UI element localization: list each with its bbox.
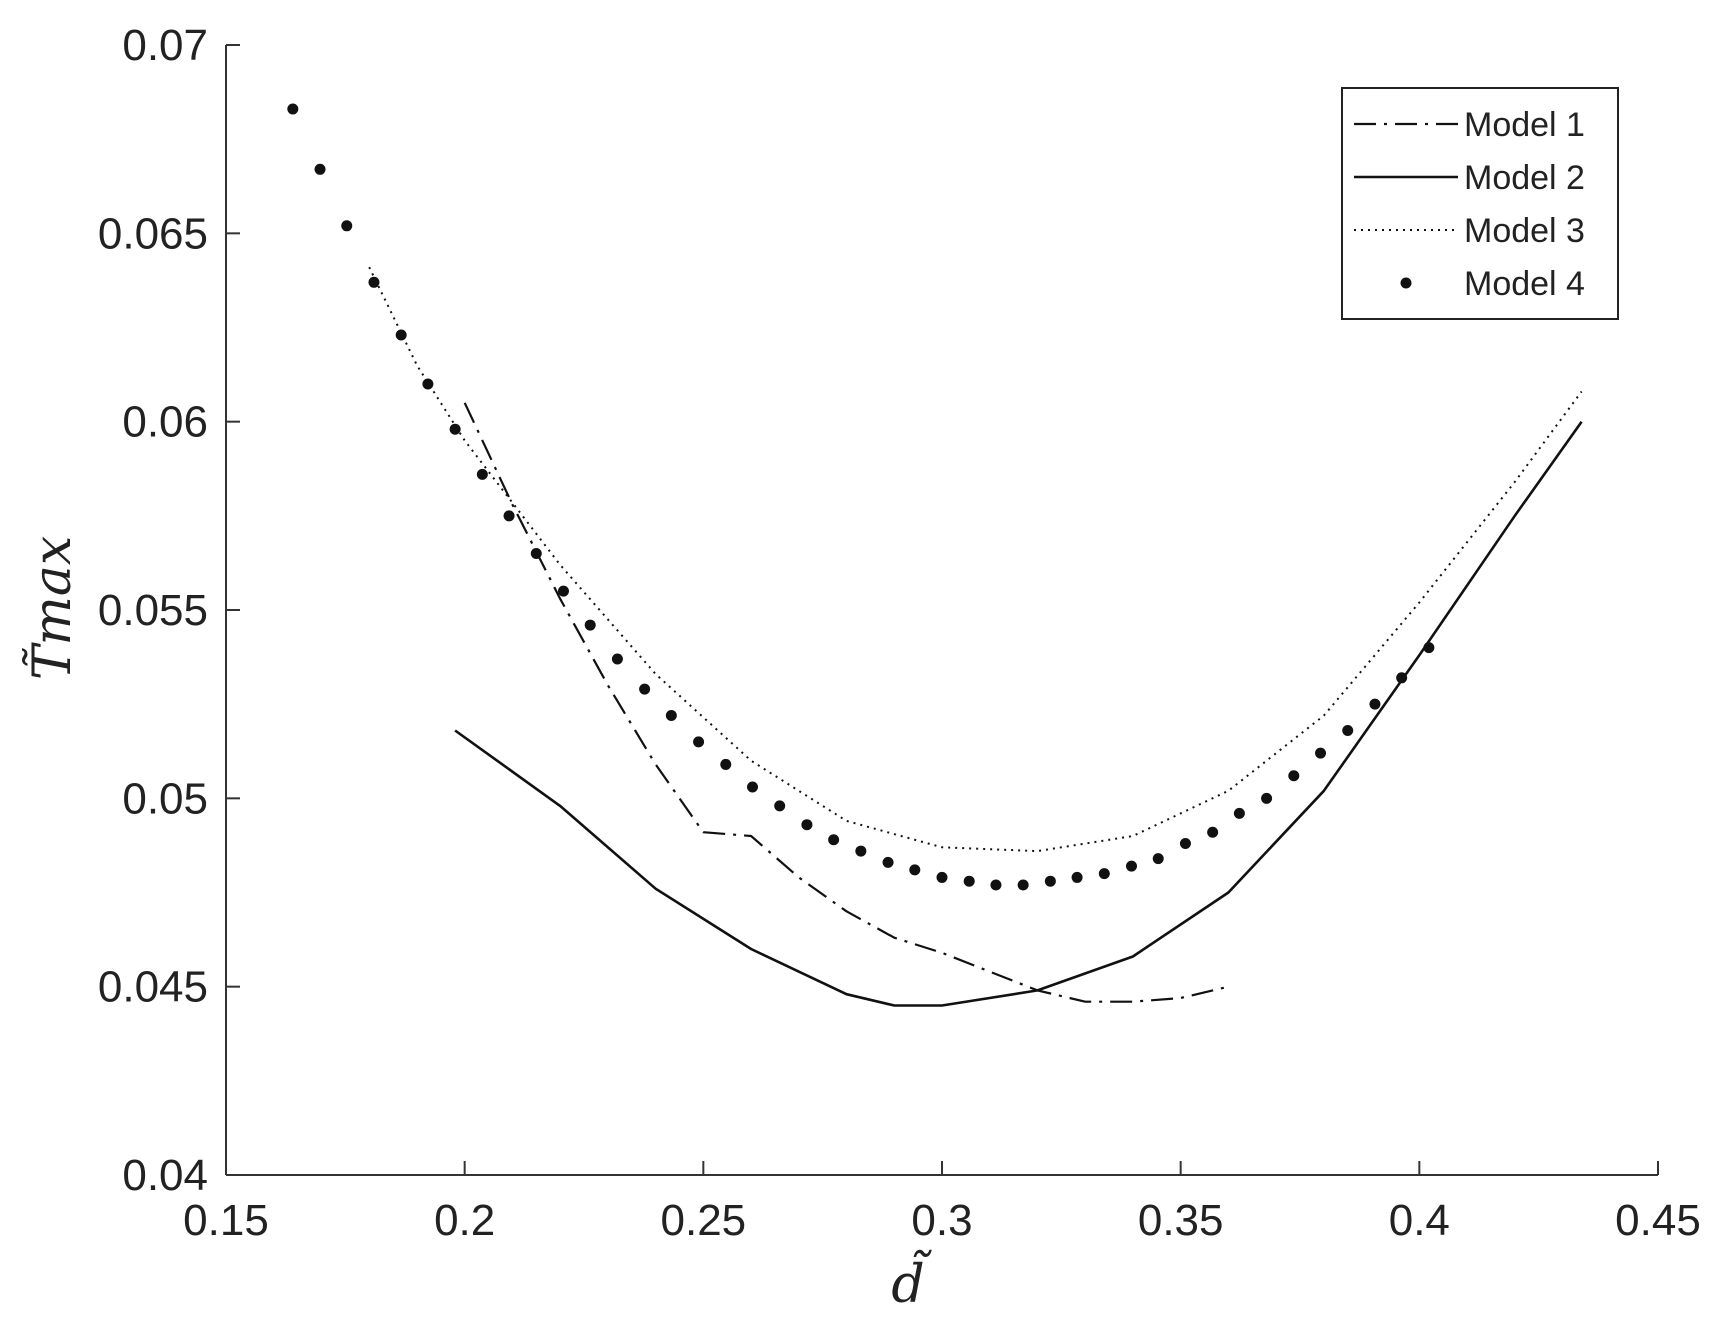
x-tick-label: 0.45 xyxy=(1615,1196,1701,1245)
series-4-marker xyxy=(1071,871,1083,883)
x-tick-label: 0.2 xyxy=(434,1196,495,1245)
y-tick-label: 0.045 xyxy=(98,963,208,1012)
x-tick-label: 0.3 xyxy=(911,1196,972,1245)
series-4-marker xyxy=(746,781,758,793)
x-tick-label: 0.15 xyxy=(183,1196,269,1245)
legend-label: Model 3 xyxy=(1464,212,1585,250)
series-4-marker xyxy=(774,800,786,812)
legend-label: Model 2 xyxy=(1464,159,1585,197)
series-4-marker xyxy=(1396,672,1408,684)
series-4-marker xyxy=(503,510,515,522)
series-4-marker xyxy=(855,845,867,857)
y-axis-ticks: 0.04 0.045 0.05 0.055 0.06 0.065 0.07 xyxy=(98,21,240,1200)
series-4-marker xyxy=(1288,770,1300,782)
series-1-line xyxy=(463,402,1229,1003)
series-4-marker xyxy=(368,276,380,288)
series-4-marker xyxy=(557,585,569,597)
y-tick-label: 0.04 xyxy=(122,1151,208,1200)
y-tick-label: 0.065 xyxy=(98,209,208,258)
series-4-marker xyxy=(611,653,623,665)
series-4-marker xyxy=(963,875,975,887)
series-4-marker xyxy=(693,736,705,748)
series-4-marker xyxy=(1017,879,1029,891)
series-4-marker xyxy=(936,871,948,883)
series-4-marker xyxy=(287,103,299,115)
series-4-marker xyxy=(1126,860,1138,872)
series-4-marker xyxy=(1098,868,1110,880)
x-axis-ticks: 0.15 0.2 0.25 0.3 0.35 0.4 0.45 xyxy=(183,1161,1701,1245)
series-4-marker xyxy=(530,548,542,559)
series-4-marker xyxy=(1342,725,1354,737)
series-4-marker xyxy=(1369,698,1381,710)
series-4-marker xyxy=(341,220,353,232)
series-4-marker xyxy=(449,423,461,435)
series-4-marker xyxy=(720,758,732,770)
legend-label: Model 1 xyxy=(1464,106,1585,144)
legend-label: Model 4 xyxy=(1464,265,1585,303)
y-tick-label: 0.06 xyxy=(122,398,208,447)
series-4-marker xyxy=(990,879,1002,891)
series-4-marker xyxy=(1261,792,1273,804)
series-4-marker xyxy=(1207,826,1219,838)
x-tick-label: 0.4 xyxy=(1389,1196,1450,1245)
series-4-marker xyxy=(909,864,921,876)
series-4-marker xyxy=(1423,642,1435,654)
y-tick-label: 0.055 xyxy=(98,586,208,635)
y-tick-label: 0.05 xyxy=(122,774,208,823)
series-4-marker xyxy=(1152,853,1164,865)
series-4-marker xyxy=(395,329,407,341)
series-4-marker xyxy=(584,619,596,631)
x-tick-label: 0.25 xyxy=(661,1196,747,1245)
series-4-marker xyxy=(422,378,434,390)
legend-box xyxy=(1341,87,1619,320)
series-4-marker xyxy=(1044,875,1056,887)
series-4-marker xyxy=(1233,807,1245,819)
x-axis-title: d̃ xyxy=(891,1249,932,1315)
series-4-marker xyxy=(665,709,677,721)
series-4-marker xyxy=(1179,838,1191,850)
y-axis-title: T̃max xyxy=(22,536,83,680)
y-tick-label: 0.07 xyxy=(122,21,208,70)
legend: Model 1 Model 2 Model 3 Model 4 xyxy=(1341,87,1619,320)
series-4-marker xyxy=(1315,747,1327,759)
series-4-marker xyxy=(882,856,894,868)
series-layer xyxy=(287,103,1583,1007)
series-4-marker xyxy=(314,163,326,175)
legend-marker xyxy=(1400,277,1412,289)
series-4-marker xyxy=(828,834,840,846)
series-4-marker xyxy=(639,683,651,695)
series-4-marker xyxy=(801,819,813,831)
series-4-marker xyxy=(476,468,488,480)
x-tick-label: 0.35 xyxy=(1138,1196,1224,1245)
series-3-line xyxy=(368,266,1583,853)
